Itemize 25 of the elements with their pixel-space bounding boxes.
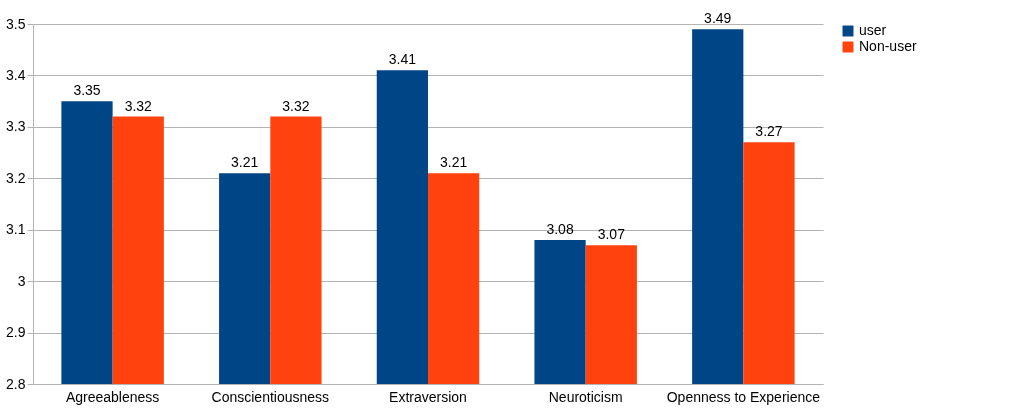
y-tick-label: 3: [17, 272, 26, 289]
x-tick-label: Conscientiousness: [211, 388, 330, 405]
data-label: 3.49: [704, 10, 732, 27]
y-tick-label: 2.9: [6, 324, 26, 341]
data-label: 3.21: [440, 154, 468, 171]
data-label: 3.21: [231, 154, 259, 171]
y-tick-label: 3.2: [6, 169, 26, 186]
x-tick-label: Openness to Experience: [666, 388, 821, 405]
legend-label: user: [859, 22, 887, 38]
y-tick-label: 3.4: [6, 66, 26, 83]
y-tick-label: 3.1: [6, 221, 26, 238]
data-label: 3.35: [73, 82, 101, 99]
data-label: 3.32: [124, 97, 153, 114]
data-label: 3.27: [755, 123, 783, 140]
y-tick-label: 3.5: [6, 15, 26, 32]
y-tick-label: 3.3: [6, 118, 26, 135]
x-tick-label: Extraversion: [389, 388, 467, 405]
legend-label: Non-user: [859, 38, 917, 54]
data-label: 3.07: [597, 226, 626, 243]
data-label: 3.32: [282, 97, 310, 114]
x-tick-label: Neuroticism: [548, 388, 623, 405]
data-label: 3.08: [546, 221, 574, 237]
data-label: 3.41: [388, 51, 417, 68]
x-tick-label: Agreeableness: [65, 388, 160, 405]
y-tick-label: 2.8: [6, 375, 26, 392]
